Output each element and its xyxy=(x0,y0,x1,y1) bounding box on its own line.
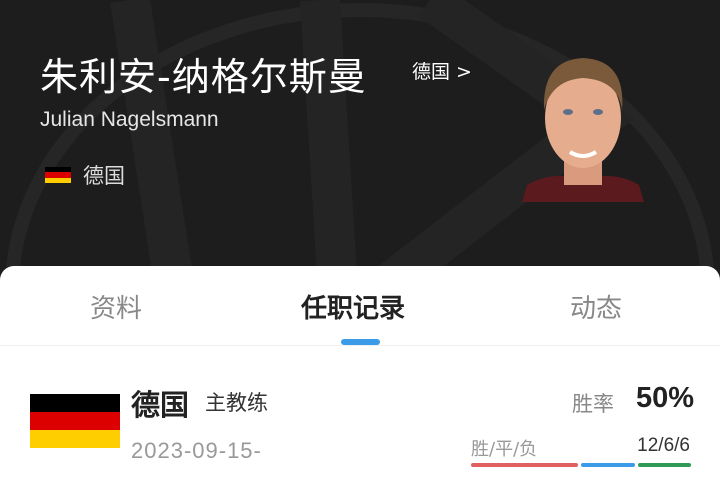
draws-segment xyxy=(581,463,635,467)
tab-profile[interactable]: 资料 xyxy=(90,294,143,324)
tab-news[interactable]: 动态 xyxy=(570,294,623,324)
team-logo-watermark xyxy=(0,0,720,290)
coach-photo xyxy=(522,58,644,202)
germany-flag-icon xyxy=(45,167,71,183)
nationality: 德国 xyxy=(45,160,125,190)
content-panel: 资料 任职记录 动态 德国 主教练 2023-09-15- 胜率 50% 胜/平… xyxy=(0,266,720,498)
nationality-label: 德国 xyxy=(83,164,125,188)
coach-name-chinese: 朱利安-纳格尔斯曼 xyxy=(40,55,367,99)
win-rate-label: 胜率 xyxy=(572,392,614,416)
team-name: 德国 xyxy=(131,388,190,422)
active-tab-indicator xyxy=(341,339,380,345)
wdl-label: 胜/平/负 xyxy=(471,439,538,460)
tab-career[interactable]: 任职记录 xyxy=(301,294,406,324)
team-link[interactable]: 德国 > xyxy=(412,61,472,83)
wdl-bar xyxy=(471,463,691,467)
wins-segment xyxy=(471,463,578,467)
coach-header: 朱利安-纳格尔斯曼 德国 > Julian Nagelsmann 德国 xyxy=(0,0,720,290)
wdl-value: 12/6/6 xyxy=(637,435,690,456)
losses-segment xyxy=(637,463,691,467)
tab-bar: 资料 任职记录 动态 xyxy=(0,266,720,346)
start-date: 2023-09-15- xyxy=(131,438,262,463)
coach-name-english: Julian Nagelsmann xyxy=(40,108,219,131)
win-rate-value: 50% xyxy=(636,382,695,414)
role: 主教练 xyxy=(205,391,268,415)
career-row[interactable]: 德国 主教练 2023-09-15- 胜率 50% 胜/平/负 12/6/6 xyxy=(0,346,720,496)
germany-flag-icon xyxy=(30,394,120,448)
